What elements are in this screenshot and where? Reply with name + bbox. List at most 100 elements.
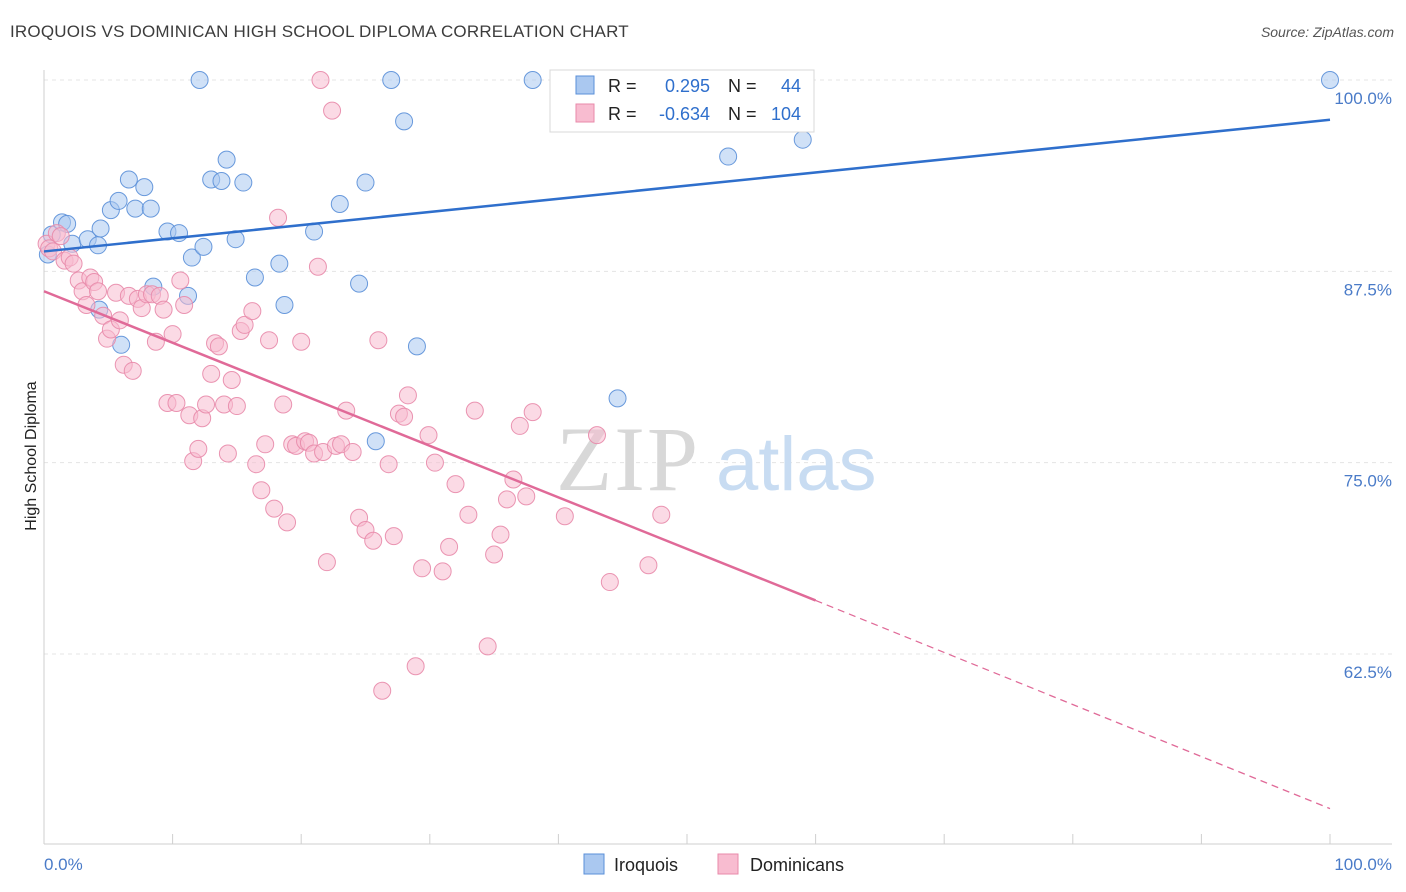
dominicans-point-92	[491, 525, 510, 544]
watermark: ZIP atlas	[556, 408, 877, 510]
dominicans-point-103	[311, 71, 330, 89]
dominicans-point-50	[252, 481, 271, 500]
legend-r-label-dominicans: R =	[608, 104, 637, 124]
y-tick-label-2: 75.0%	[1344, 472, 1392, 491]
iroquois-point-39	[523, 71, 542, 89]
iroquois-point-30	[275, 296, 294, 315]
dominicans-point-82	[413, 559, 432, 578]
iroquois-point-41	[719, 147, 738, 166]
dominicans-point-90	[478, 637, 497, 656]
dominicans-point-83	[419, 426, 438, 445]
iroquois-point-40	[608, 389, 627, 408]
iroquois-point-25	[217, 150, 236, 169]
dominicans-point-70	[343, 442, 362, 461]
dominicans-point-91	[485, 545, 504, 564]
dominicans-point-74	[369, 331, 388, 350]
dominicans-point-76	[379, 455, 398, 474]
dominicans-point-48	[243, 302, 262, 321]
dominicans-point-13	[89, 282, 108, 301]
bottom-legend-swatch-dominicans	[717, 853, 739, 875]
dominicans-trend-line-extension	[815, 599, 1331, 810]
legend-r-value-iroquois: 0.295	[665, 76, 710, 96]
dominicans-point-73	[364, 531, 383, 550]
dominicans-point-45	[227, 397, 246, 416]
dominicans-point-59	[292, 332, 311, 351]
legend-r-value-dominicans: -0.634	[659, 104, 710, 124]
iroquois-point-37	[395, 112, 414, 131]
dominicans-point-21	[123, 361, 142, 380]
dominicans-point-86	[440, 537, 459, 556]
dominicans-point-38	[197, 395, 216, 414]
x-tick-label-min: 0.0%	[44, 855, 83, 874]
stats-legend: R = 0.295 N = 44 R = -0.634 N = 104	[549, 69, 815, 133]
legend-swatch-dominicans	[575, 103, 595, 123]
dominicans-point-56	[278, 513, 297, 532]
dominicans-point-28	[154, 300, 173, 319]
bottom-legend-label-dominicans: Dominicans	[750, 855, 844, 875]
dominicans-point-81	[406, 657, 425, 676]
dominicans-point-53	[265, 499, 284, 518]
trend-lines	[43, 118, 1331, 810]
iroquois-point-12	[119, 170, 138, 189]
watermark-atlas: atlas	[716, 422, 877, 507]
iroquois-point-27	[234, 173, 253, 192]
dominicans-point-89	[465, 401, 484, 420]
iroquois-point-15	[141, 199, 160, 218]
iroquois-point-28	[245, 268, 264, 287]
dominicans-point-4	[51, 227, 70, 246]
dominicans-point-80	[398, 386, 417, 405]
iroquois-point-32	[330, 194, 349, 213]
dominicans-point-33	[175, 296, 194, 315]
iroquois-point-38	[407, 337, 426, 356]
dominicans-point-79	[395, 407, 414, 426]
dominicans-point-98	[555, 507, 574, 526]
iroquois-point-14	[135, 178, 154, 197]
legend-n-value-iroquois: 44	[781, 76, 801, 96]
dominicans-point-101	[639, 556, 658, 575]
dominicans-point-102	[652, 505, 671, 524]
iroquois-point-29	[270, 254, 289, 273]
dominicans-point-93	[497, 490, 516, 509]
iroquois-point-22	[194, 237, 213, 256]
dominicans-point-41	[209, 337, 228, 356]
dominicans-point-51	[256, 435, 275, 454]
iroquois-point-8	[91, 219, 110, 238]
dominicans-point-47	[235, 315, 254, 334]
dominicans-point-88	[459, 505, 478, 524]
dominicans-point-99	[587, 426, 606, 445]
dominicans-trend-line	[43, 290, 817, 602]
iroquois-point-10	[109, 191, 128, 210]
dominicans-point-39	[202, 364, 221, 383]
iroquois-point-24	[212, 172, 231, 191]
iroquois-point-43	[1321, 71, 1339, 89]
dominicans-point-44	[222, 371, 241, 390]
axes	[43, 70, 1392, 845]
dominicans-point-49	[247, 455, 266, 474]
iroquois-point-35	[366, 432, 385, 451]
y-tick-label-0: 100.0%	[1334, 89, 1392, 108]
dominicans-point-75	[373, 681, 392, 700]
y-tick-labels: 100.0% 87.5% 75.0% 62.5%	[1334, 89, 1392, 682]
legend-n-value-dominicans: 104	[771, 104, 801, 124]
chart-source: Source: ZipAtlas.com	[1260, 24, 1394, 40]
dominicans-point-7	[64, 254, 83, 273]
dominicans-point-36	[189, 439, 208, 458]
dominicans-point-85	[433, 562, 452, 581]
iroquois-point-34	[356, 173, 375, 192]
iroquois-point-21	[190, 71, 209, 89]
x-tick-label-max: 100.0%	[1334, 855, 1392, 874]
legend-r-label-iroquois: R =	[608, 76, 637, 96]
dominicans-point-97	[523, 403, 542, 422]
iroquois-trend-line	[43, 118, 1331, 253]
iroquois-point-42	[793, 130, 812, 149]
dominicans-point-32	[171, 271, 190, 290]
dominicans-point-96	[517, 487, 536, 506]
dominicans-point-65	[317, 553, 336, 572]
gridlines	[44, 79, 1392, 655]
legend-n-label-dominicans: N =	[728, 104, 757, 124]
dominicans-point-54	[269, 208, 288, 227]
legend-swatch-iroquois	[575, 75, 595, 95]
dominicans-point-100	[600, 573, 619, 592]
iroquois-point-33	[350, 274, 369, 293]
